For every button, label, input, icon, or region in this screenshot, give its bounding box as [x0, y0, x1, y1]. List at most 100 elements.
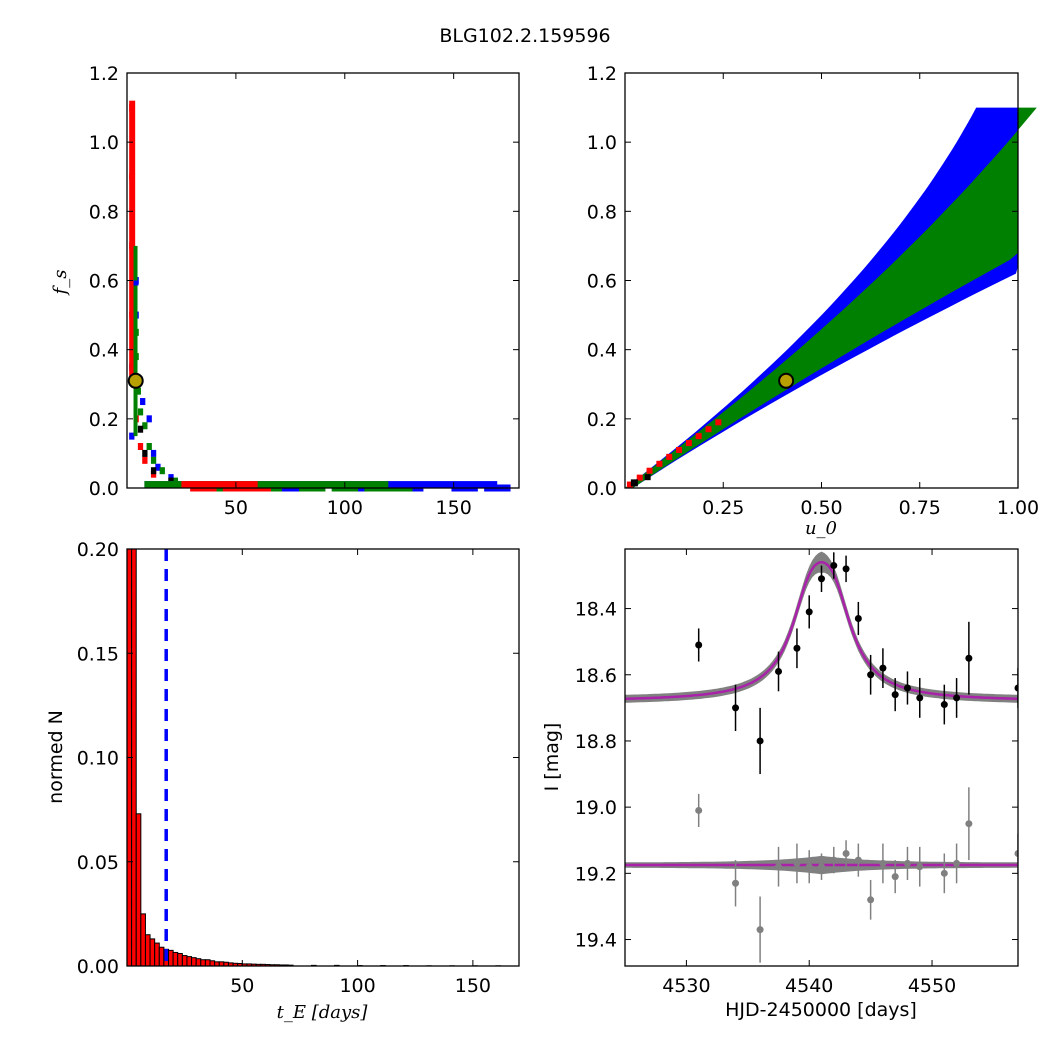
panel-lightcurve: 4530 4540 4550 18.4 18.6 18.8 19.0 19.2 19.4 I […: [541, 548, 1019, 1021]
heatmap-cell-green: [135, 387, 141, 395]
fs-te-ylabel: f_s: [50, 270, 71, 297]
heatmap-cell-green: [146, 443, 152, 450]
fs-te-ytick-label: 0.8: [89, 201, 119, 223]
heatmap-cell-red: [666, 453, 673, 460]
fs-te-xtick-label: 50: [224, 497, 248, 519]
data-point: [842, 565, 850, 573]
panel-te-histogram: 50 100 150 0.00 0.05 0.10 0.15 0.20 normed N t_…: [45, 539, 520, 1023]
heatmap-cell-blue: [146, 415, 152, 423]
fs-te-ytick-label: 1.2: [89, 63, 119, 85]
histogram-bar: [149, 938, 156, 967]
heatmap-cell-blue: [129, 432, 135, 440]
heatmap-cell-red: [715, 419, 722, 426]
residual-point: [916, 863, 924, 871]
residual-point: [903, 859, 911, 867]
heatmap-cell-red: [181, 481, 258, 488]
data-point: [916, 694, 924, 702]
fs-te-xtick-label: 150: [436, 497, 472, 519]
heatmap-cell-green: [142, 422, 148, 430]
heatmap-cell-blue: [155, 463, 161, 471]
fs-u0-xtick-label: 1.00: [997, 497, 1039, 519]
fs-te-ytick-label: 1.0: [89, 132, 119, 154]
lightcurve-xlabel: HJD-2450000 [days]: [725, 999, 917, 1021]
heatmap-cell-blue: [150, 449, 157, 457]
te-histogram-ytick-label: 0.00: [77, 956, 119, 978]
fs-u0-ytick-label: 0.6: [587, 271, 617, 293]
lightcurve-xtick-label: 4530: [662, 975, 710, 997]
fs-u0-xtick-label: 0.75: [899, 497, 941, 519]
fs-u0-xlabel: u_0: [805, 518, 837, 539]
heatmap-region-3sigma: [625, 107, 1018, 488]
residual-point: [732, 879, 740, 887]
data-point: [867, 671, 875, 679]
te-histogram-xtick-label: 100: [339, 975, 375, 997]
fs-u0-ytick-label: 0.4: [587, 340, 617, 362]
lightcurve-ytick-label: 19.4: [575, 930, 617, 952]
heatmap-cell-green: [133, 245, 138, 437]
data-point: [965, 654, 973, 662]
fs-te-ytick-label: 0.0: [89, 478, 119, 500]
histogram-bar: [181, 955, 188, 967]
residual-point: [830, 856, 838, 864]
data-point: [953, 694, 961, 702]
panel-fs-vs-u0: 0.25 0.50 0.75 1.00 0.0 0.2 0.4 0.6 0.8 1.0 1.2 u_…: [587, 63, 1039, 539]
residual-point: [953, 859, 961, 867]
lightcurve-xtick-label: 4550: [908, 975, 956, 997]
lightcurve-frame: [624, 548, 1019, 967]
fs-u0-axes: 0.25 0.50 0.75 1.00 0.0 0.2 0.4 0.6 0.8 1.0 1.2: [587, 63, 1039, 519]
residual-point: [818, 863, 825, 871]
residual-point: [867, 896, 875, 904]
residual-point: [854, 856, 862, 864]
fs-te-heatmap: [127, 100, 511, 492]
histogram-bar: [177, 952, 183, 967]
te-histogram-ytick-label: 0.20: [77, 539, 119, 561]
heatmap-cell-blue: [140, 398, 146, 406]
best-fit-marker: [778, 372, 795, 389]
heatmap-cell-black: [137, 425, 144, 433]
heatmap-cell-green: [150, 456, 157, 464]
data-point: [695, 641, 703, 649]
residual-point: [965, 820, 973, 828]
data-point: [793, 644, 801, 652]
fs-te-frame: [126, 72, 520, 489]
data-point: [805, 608, 813, 616]
data-point: [903, 684, 911, 692]
te-histogram-ylabel: normed N: [45, 710, 67, 804]
fs-u0-ytick-label: 0.8: [587, 201, 617, 223]
fs-u0-xtick-label: 0.25: [702, 497, 744, 519]
te-histogram-frame: [126, 548, 520, 967]
data-point: [854, 615, 862, 622]
te-histogram-xtick-label: 150: [455, 975, 491, 997]
te-histogram-ytick-label: 0.15: [77, 643, 119, 665]
heatmap-cell-red: [626, 481, 633, 488]
heatmap-cell-red: [137, 443, 144, 450]
residual-point: [891, 873, 899, 881]
histogram-bar: [195, 958, 202, 967]
panel-fs-vs-te: 50 100 150 0.0 0.2 0.4 0.6 0.8 1.0 1.2 f_s: [50, 63, 520, 519]
fs-u0-heatmap: [625, 107, 1037, 488]
lightcurve-ytick-label: 18.4: [575, 599, 617, 621]
residual-point: [842, 849, 850, 857]
data-point: [879, 664, 887, 672]
lightcurve-ytick-label: 18.8: [575, 731, 617, 753]
histogram-bar: [200, 959, 206, 967]
data-point: [891, 691, 899, 699]
heatmap-cell-red: [695, 433, 702, 440]
te-histogram-ytick-label: 0.05: [77, 852, 119, 874]
heatmap-cell-red: [656, 460, 663, 467]
te-histogram-xlabel: t_E [days]: [277, 1002, 369, 1023]
fs-u0-ytick-label: 1.0: [587, 132, 617, 154]
fs-u0-xtick-label: 0.50: [800, 497, 842, 519]
data-point: [1014, 684, 1018, 692]
heatmap-cell-red: [646, 467, 653, 474]
lightcurve-ylabel: I [mag]: [541, 723, 563, 792]
heatmap-cell-black: [630, 479, 638, 487]
best-fit-marker: [127, 372, 144, 389]
histogram-bar: [204, 959, 211, 967]
heatmap-cell-black: [644, 474, 651, 481]
heatmap-cell-red: [129, 100, 136, 385]
data-point: [818, 575, 825, 583]
fs-u0-ytick-label: 0.2: [587, 409, 617, 431]
residual-point: [775, 863, 783, 871]
